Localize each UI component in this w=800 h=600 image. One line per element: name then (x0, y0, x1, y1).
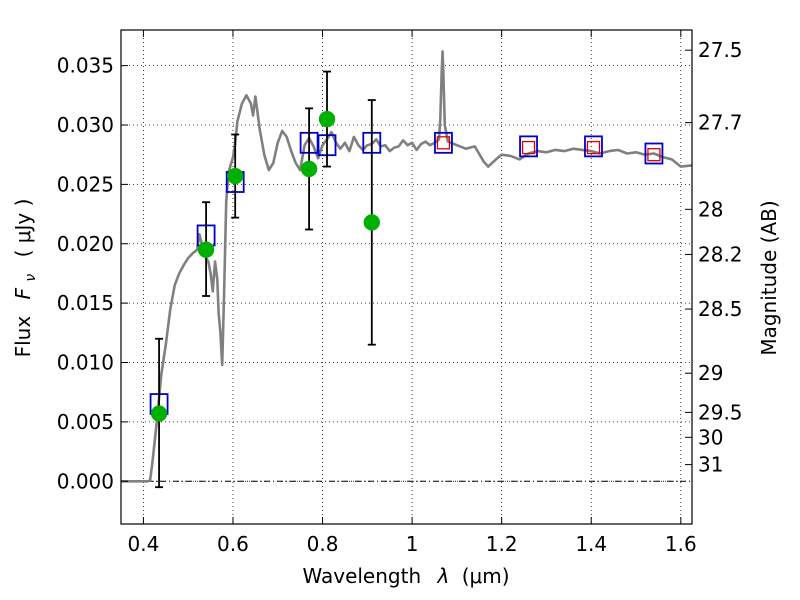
y-tick-label: 0.010 (57, 351, 114, 375)
y-axis-magnitude: 27.5 27.7 28 28.2 28.5 29 29.530 31 (685, 38, 743, 477)
observed-flux-point (226, 167, 244, 185)
y2-tick-label: 29 (698, 361, 723, 385)
y-tick-label: 0.000 (57, 469, 114, 493)
x-tick-label: 0.4 (127, 532, 159, 556)
x-axis-label-prefix: Wavelength (302, 564, 421, 588)
model-flux-marker-ir (521, 140, 536, 155)
x-tick-label: 1.6 (665, 532, 697, 556)
observed-flux-point (150, 405, 168, 422)
x-tick-label: 0.6 (217, 532, 249, 556)
x-axis-label: Wavelength λ (μm) (302, 564, 509, 588)
y-axis-flux: 0.000 0.005 0.010 0.015 0.020 0.025 0.030 0.035 (57, 54, 128, 493)
x-tick-label: 1 (406, 532, 419, 556)
y2-tick-label: 27.7 (698, 111, 743, 135)
observed-flux-point (300, 160, 318, 178)
observed-flux-point (363, 214, 381, 231)
y2-axis-label: Magnitude (AB) (757, 200, 781, 355)
y-tick-label: 0.035 (57, 54, 114, 78)
plot-area (121, 50, 692, 489)
model-flux-marker-ir (586, 140, 601, 155)
y-tick-label: 0.025 (57, 172, 114, 196)
y-axis-label-prefix: Flux (11, 316, 35, 358)
model-flux-marker-ir (647, 148, 661, 162)
y2-tick-label: 31 (698, 453, 723, 477)
y-axis-label-unit: ( μJy ) (11, 199, 35, 258)
y-tick-label: 0.020 (57, 232, 114, 256)
y-axis-label-symbol: F (11, 287, 35, 299)
x-tick-label: 1.4 (575, 532, 607, 556)
y2-tick-label: 29.5 (698, 400, 743, 424)
model-flux-marker (519, 135, 538, 158)
y2-tick-label: 28.2 (698, 242, 743, 266)
model-flux-marker (644, 142, 664, 165)
observed-flux-point (318, 110, 336, 128)
y-axis-label: Flux F ν ( μJy ) (11, 199, 40, 358)
spectrum-line (121, 50, 692, 483)
x-tick-label: 1.2 (486, 532, 518, 556)
y2-tick-label: 28.5 (698, 297, 743, 321)
plot-frame (120, 29, 693, 525)
x-tick-label: 0.8 (307, 532, 339, 556)
y-tick-label: 0.015 (57, 291, 114, 315)
x-axis: 0.4 0.6 0.8 1 1.2 1.4 1.6 (127, 30, 697, 556)
model-flux-marker (584, 135, 603, 158)
y2-tick-label: 28 (698, 197, 723, 221)
x-axis-label-symbol: λ (437, 564, 450, 588)
y2-tick-label: 27.5 (698, 38, 743, 62)
y-tick-label: 0.005 (57, 410, 114, 434)
y2-tick-label: 30 (698, 425, 723, 449)
x-axis-label-unit: (μm) (462, 564, 510, 588)
model-flux-marker (434, 131, 453, 154)
y-tick-label: 0.030 (57, 113, 114, 137)
model-flux-marker-ir (436, 136, 451, 150)
observed-flux-point (197, 241, 215, 258)
y-axis-label-subscript: ν (23, 274, 39, 282)
